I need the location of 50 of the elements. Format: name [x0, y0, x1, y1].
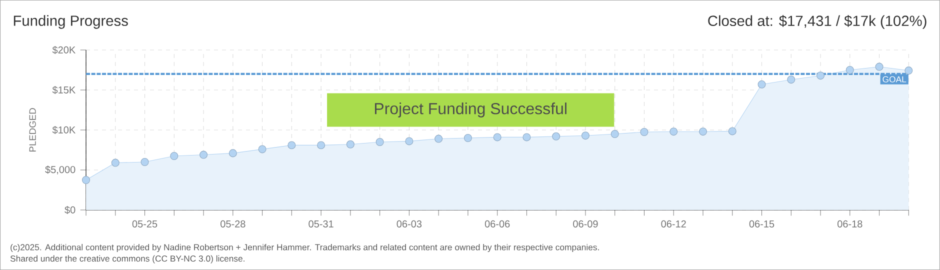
- point: [640, 128, 648, 136]
- point: [170, 152, 178, 160]
- y-tick-label: $15K: [52, 86, 76, 94]
- point: [376, 138, 384, 146]
- point: [758, 80, 766, 88]
- point: [904, 66, 913, 75]
- point: [552, 132, 560, 140]
- point: [434, 134, 443, 143]
- x-tick-label: 05-28: [220, 220, 246, 228]
- point: [846, 66, 854, 74]
- point: [464, 134, 472, 142]
- y-tick-label: $5,000: [45, 166, 76, 174]
- point: [698, 128, 707, 136]
- text: Shared under the creative commons (CC BY-NC 3.0) license.: [10, 255, 244, 264]
- y-tick-label: $10K: [52, 126, 76, 134]
- point: [405, 137, 414, 146]
- x-tick-label: 06-15: [749, 220, 774, 228]
- point: [670, 128, 678, 136]
- ref-line-label: GOAL: [882, 76, 906, 82]
- point: [728, 127, 736, 136]
- point: [346, 140, 354, 148]
- point: [787, 76, 796, 84]
- point: [581, 132, 590, 140]
- point: [522, 133, 531, 142]
- point: [816, 72, 825, 80]
- y-tick-label: $20K: [52, 46, 76, 54]
- point: [200, 150, 208, 159]
- point: [228, 149, 237, 158]
- point: [317, 141, 326, 150]
- point: [82, 176, 90, 184]
- chart-title: Funding Progress: [14, 15, 128, 29]
- x-tick-label: 05-25: [132, 220, 158, 228]
- point: [111, 158, 120, 167]
- chart-subtitle: Closed at: $17,431 / $17k (102%): [708, 15, 926, 29]
- point: [493, 133, 502, 142]
- point: [288, 141, 296, 150]
- y-axis-title: PLEDGED: [29, 108, 36, 152]
- y-tick-label: $0: [64, 206, 76, 214]
- point: [875, 62, 884, 71]
- x-tick-label: 06-18: [838, 220, 862, 228]
- annotation: Project Funding Successful: [374, 102, 566, 118]
- point: [140, 158, 149, 166]
- x-tick-label: 06-03: [396, 220, 422, 228]
- point: [610, 130, 619, 138]
- x-tick-label: 05-31: [308, 220, 334, 228]
- x-tick-label: 06-09: [573, 220, 598, 228]
- text: (c)2025. Additional content provided by Nadine Robertson + Jennifer Hammer. Trademarks and related content are owned by their respective companies.: [10, 244, 599, 252]
- x-tick-label: 06-12: [661, 220, 686, 228]
- x-tick-label: 06-06: [484, 220, 510, 228]
- point: [258, 145, 266, 154]
